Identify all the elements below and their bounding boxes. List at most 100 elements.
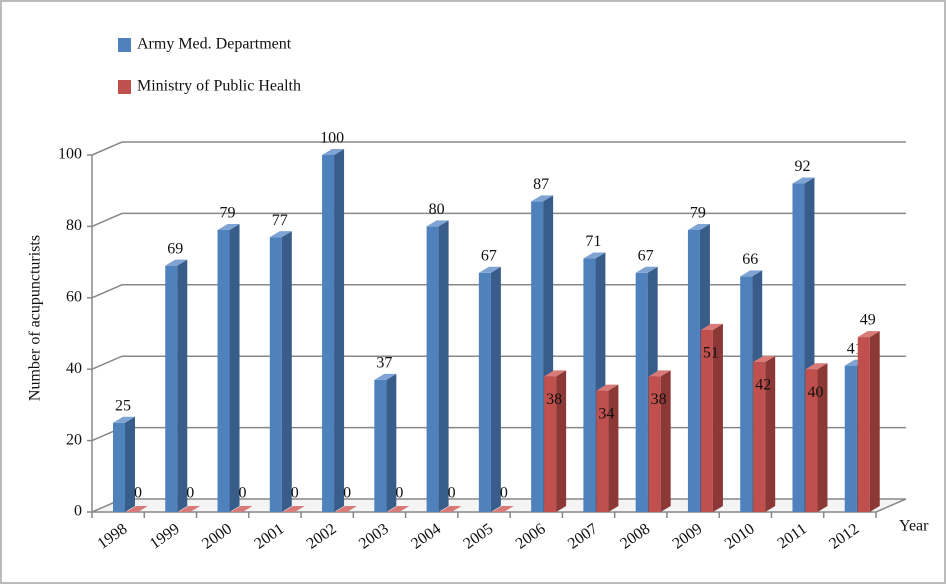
value-label: 79 (220, 205, 236, 222)
bar-top (596, 384, 619, 391)
legend-swatch (118, 80, 131, 94)
value-label: 71 (585, 233, 601, 250)
bar (374, 379, 387, 512)
bar (478, 272, 491, 512)
bar-top (687, 223, 710, 230)
y-tick-label: 60 (66, 288, 82, 305)
bar-top (126, 506, 148, 512)
value-label: 25 (115, 397, 131, 414)
bar (753, 362, 766, 512)
bar (792, 183, 805, 512)
bar-side (334, 149, 345, 512)
bar-top (857, 331, 880, 338)
bar-top (700, 323, 723, 330)
bar-top (753, 356, 776, 363)
bar-side (712, 323, 723, 512)
bar-side (817, 363, 828, 512)
bar-top (387, 506, 410, 512)
bar-top (478, 266, 501, 273)
bar-side (177, 259, 188, 512)
bar (531, 201, 544, 512)
bar-top (178, 506, 201, 512)
bar-top (439, 506, 462, 512)
bar-top (165, 259, 188, 266)
value-label: 37 (376, 355, 392, 372)
bar (165, 265, 178, 512)
bar-side (490, 266, 501, 512)
bar-side (556, 370, 567, 512)
bar-top (544, 370, 567, 377)
value-label: 67 (481, 247, 497, 264)
bar (844, 365, 857, 512)
bar-top (335, 506, 358, 512)
value-label: 69 (167, 240, 183, 257)
bar-top (374, 373, 397, 380)
bar (322, 155, 335, 512)
value-label: 92 (794, 158, 810, 175)
value-label: 0 (448, 485, 456, 502)
bar-side (608, 384, 619, 512)
bar-side (660, 370, 671, 512)
legend-swatch (118, 38, 131, 52)
y-tick-label: 0 (74, 503, 82, 520)
bar-top (322, 149, 345, 155)
bar-side (438, 220, 449, 512)
value-label: 40 (807, 384, 823, 401)
value-label: 0 (343, 485, 351, 502)
bar (635, 272, 648, 512)
bar-top (491, 506, 514, 512)
bar-side (281, 231, 292, 513)
bar-top (635, 266, 658, 273)
value-label: 87 (533, 176, 549, 193)
value-label: 79 (690, 205, 706, 222)
value-label: 0 (291, 485, 299, 502)
value-label: 38 (546, 391, 562, 408)
bar-top (531, 195, 554, 202)
bar (269, 237, 282, 513)
y-tick-label: 80 (66, 217, 82, 234)
value-label: 66 (742, 251, 758, 268)
legend-label: Ministry of Public Health (137, 78, 301, 95)
value-label: 67 (638, 247, 654, 264)
bar (113, 422, 125, 512)
value-label: 100 (320, 130, 344, 147)
bar-top (648, 370, 671, 377)
bar (426, 226, 439, 512)
grid-line (91, 141, 906, 156)
bar (583, 258, 596, 512)
bar-top (230, 506, 253, 512)
value-label: 34 (598, 405, 614, 422)
bar-top (805, 363, 828, 370)
bar (805, 369, 818, 512)
bar-top (583, 252, 606, 259)
value-label: 42 (755, 377, 771, 394)
bar-top (426, 220, 449, 227)
grid-line (91, 212, 906, 228)
bar (217, 229, 230, 512)
bar (700, 329, 713, 512)
value-label: 77 (272, 212, 288, 229)
bar-top (269, 231, 292, 238)
bar-top (740, 270, 763, 277)
y-tick-label: 40 (66, 360, 82, 377)
bar-top (217, 223, 240, 230)
y-axis-label: Number of acupuncturists (27, 235, 44, 401)
value-label: 80 (429, 201, 445, 218)
bar-top (113, 416, 135, 423)
bar-side (386, 373, 397, 512)
bar (596, 390, 609, 512)
value-label: 0 (134, 485, 142, 502)
bar (544, 376, 557, 512)
value-label: 0 (186, 485, 194, 502)
bar-top (282, 506, 305, 512)
bar-side (869, 331, 880, 512)
value-label: 0 (239, 485, 247, 502)
bar (857, 337, 870, 512)
value-label: 51 (703, 345, 719, 362)
y-tick-label: 100 (58, 146, 82, 163)
legend-label: Army Med. Department (137, 36, 292, 53)
value-label: 0 (500, 485, 508, 502)
value-label: 49 (860, 312, 876, 329)
